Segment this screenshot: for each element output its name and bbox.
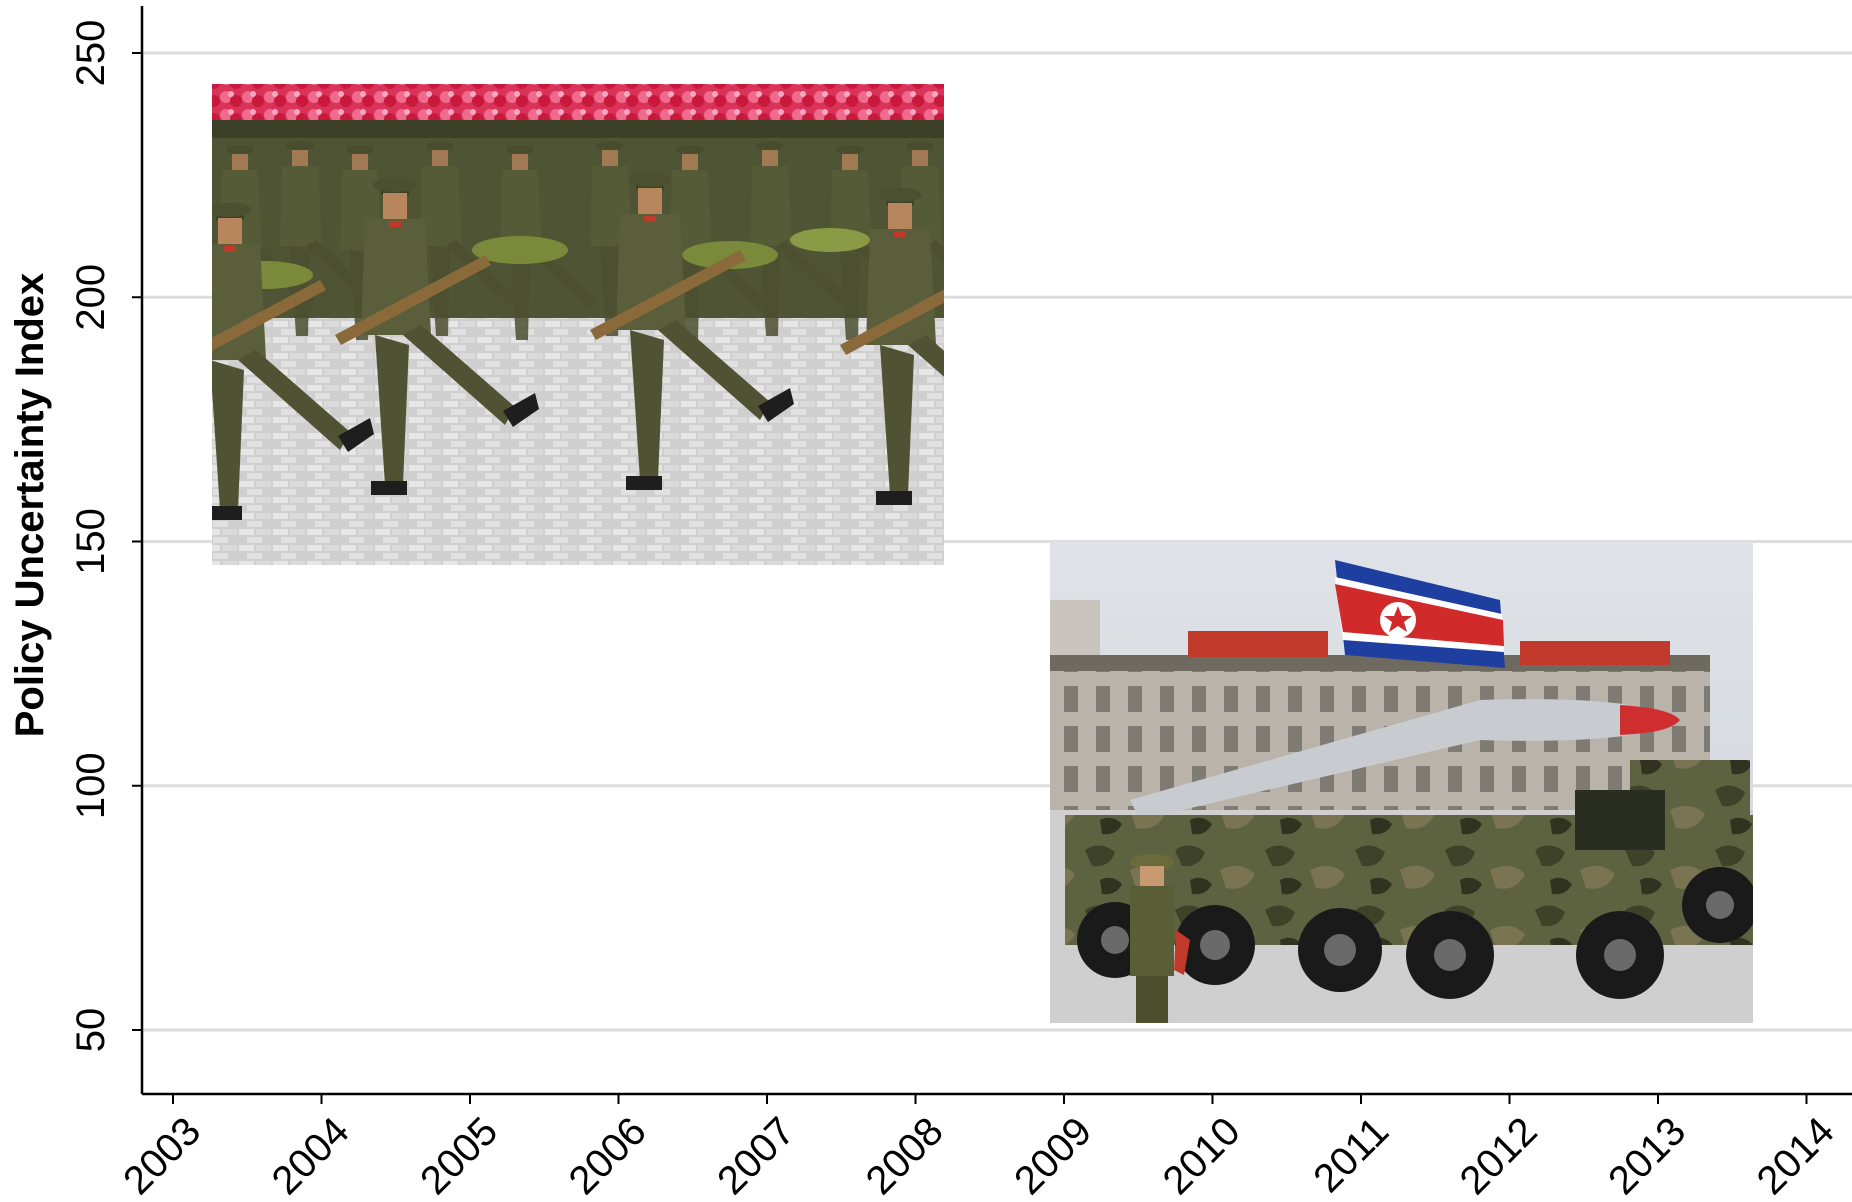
soldiers-marching-parade-photo (212, 84, 944, 565)
y-tick-label: 250 (69, 20, 113, 87)
x-tick-label: 2009 (1006, 1109, 1100, 1202)
y-tick-label: 150 (69, 508, 113, 575)
x-tick-label: 2014 (1749, 1109, 1843, 1202)
y-tick-label: 50 (69, 1008, 113, 1053)
x-tick-label: 2004 (264, 1109, 358, 1202)
x-tick-label: 2008 (858, 1109, 952, 1202)
missile-launcher-truck-photo (1050, 542, 1753, 1023)
x-tick-label: 2013 (1600, 1109, 1694, 1202)
x-tick-label: 2006 (561, 1109, 655, 1202)
x-tick-label: 2010 (1155, 1109, 1249, 1202)
x-ticks: 2003 2004 2005 2006 2007 2008 2009 2010 2011 2012… (115, 1094, 1843, 1202)
axes (140, 6, 1852, 1096)
x-tick-label: 2005 (412, 1109, 506, 1202)
y-ticks: 50 100 150 200 250 (69, 20, 142, 1053)
x-tick-label: 2011 (1305, 1109, 1397, 1201)
x-tick-label: 2012 (1452, 1109, 1546, 1202)
y-tick-label: 200 (69, 264, 113, 331)
x-tick-label: 2003 (115, 1109, 209, 1202)
y-axis-label: Policy Uncertainty Index (8, 273, 52, 738)
y-tick-label: 100 (69, 752, 113, 819)
x-tick-label: 2007 (709, 1109, 803, 1202)
